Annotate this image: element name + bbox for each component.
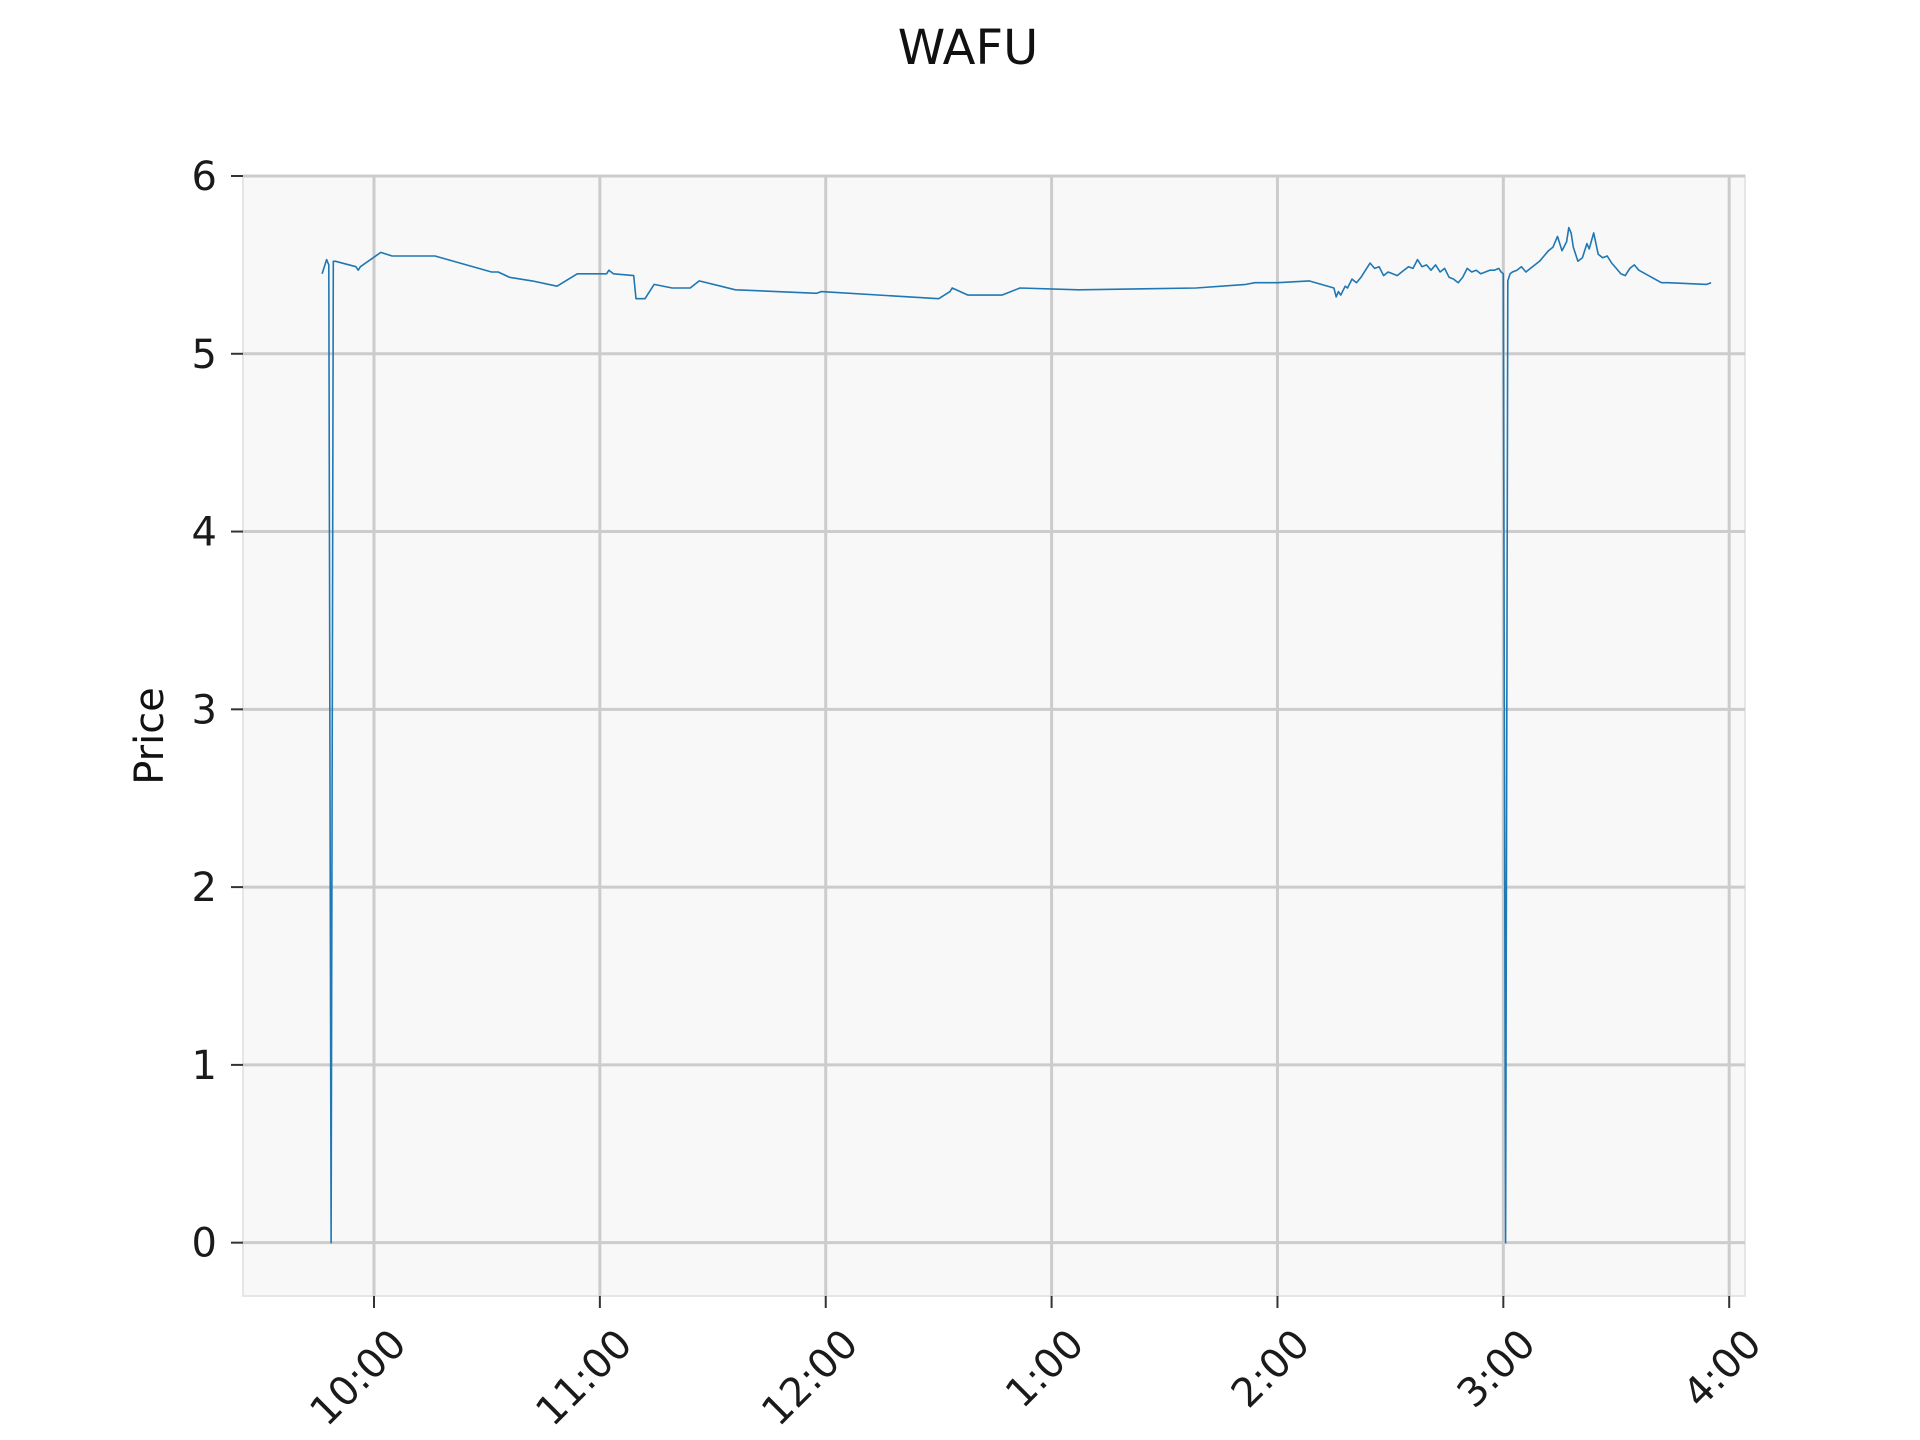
plot-area	[242, 175, 1746, 1297]
x-tick-label: 10:00	[301, 1321, 415, 1435]
x-tick-label: 1:00	[997, 1321, 1093, 1417]
y-tick-label: 3	[192, 687, 217, 733]
x-tick-label: 12:00	[753, 1321, 867, 1435]
y-tick-label: 6	[192, 154, 217, 200]
x-tick-label: 2:00	[1223, 1321, 1319, 1417]
grid-lines	[243, 174, 1745, 1296]
chart-title: WAFU	[898, 20, 1038, 76]
x-tick-label: 3:00	[1449, 1321, 1545, 1417]
x-tick-label: 4:00	[1675, 1321, 1771, 1417]
y-axis-label: Price	[127, 687, 173, 785]
price-series-line	[321, 226, 1712, 1244]
y-tick-label: 4	[192, 510, 217, 556]
y-tick-label: 0	[192, 1221, 217, 1267]
x-tick-label: 11:00	[527, 1321, 641, 1435]
series-layer	[321, 226, 1712, 1244]
y-tick-label: 1	[192, 1043, 217, 1089]
y-tick-label: 5	[192, 332, 217, 378]
y-tick-label: 2	[192, 865, 217, 911]
